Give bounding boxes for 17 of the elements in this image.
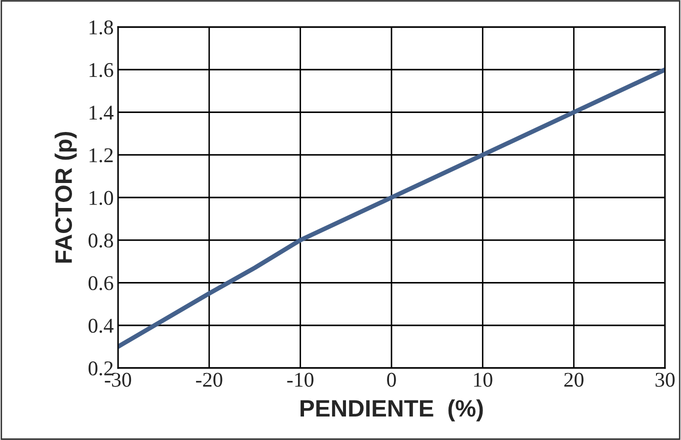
y-axis-title: FACTOR (p) <box>54 132 77 263</box>
y-tick-label: 1.8 <box>90 20 114 35</box>
y-tick-label: 1.4 <box>90 106 114 120</box>
y-tick-label: 0.4 <box>88 318 114 333</box>
x-tick-label: -10 <box>287 372 314 387</box>
y-tick-label: 1.6 <box>90 63 114 78</box>
y-tick-label: 0.8 <box>88 234 114 248</box>
y-tick-label: 1.2 <box>90 148 113 162</box>
x-axis-title: PENDIENTE (%) <box>300 399 483 422</box>
y-tick-label: 0.6 <box>88 276 114 290</box>
x-tick-label: 30 <box>656 372 675 387</box>
x-tick-label: 20 <box>564 372 584 387</box>
y-tick-label: 1.0 <box>90 190 114 206</box>
x-tick-label: 10 <box>474 372 492 387</box>
line-series <box>118 67 665 349</box>
x-tick-label: 0 <box>387 372 396 387</box>
x-tick-label: -20 <box>196 372 222 387</box>
